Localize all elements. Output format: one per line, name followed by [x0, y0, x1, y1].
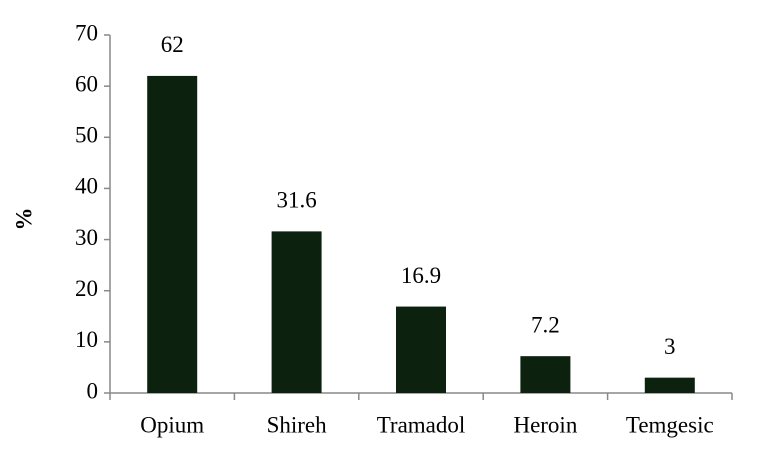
data-label: 16.9: [401, 263, 441, 288]
x-tick-label: Shireh: [267, 412, 328, 437]
data-label: 62: [161, 32, 184, 57]
bar: [520, 356, 571, 393]
y-tick-label: 0: [87, 378, 99, 403]
x-tick-label: Tramadol: [377, 412, 466, 437]
y-tick-label: 70: [75, 20, 98, 45]
y-tick-label: 30: [75, 225, 98, 250]
y-tick-label: 50: [75, 123, 98, 148]
x-tick-label: Temgesic: [626, 412, 714, 437]
y-tick-label: 20: [75, 276, 98, 301]
y-tick-label: 10: [75, 327, 98, 352]
data-label: 7.2: [531, 312, 560, 337]
bar: [271, 231, 322, 393]
y-tick-label: 60: [75, 71, 98, 96]
bar: [396, 306, 446, 393]
y-tick-label: 40: [75, 174, 98, 199]
x-tick-label: Heroin: [513, 412, 577, 437]
x-tick-label: Opium: [140, 412, 204, 437]
data-label: 3: [664, 334, 676, 359]
data-label: 31.6: [276, 188, 316, 213]
y-axis-label: %: [11, 208, 36, 231]
bar: [644, 377, 695, 393]
bar: [147, 75, 198, 394]
